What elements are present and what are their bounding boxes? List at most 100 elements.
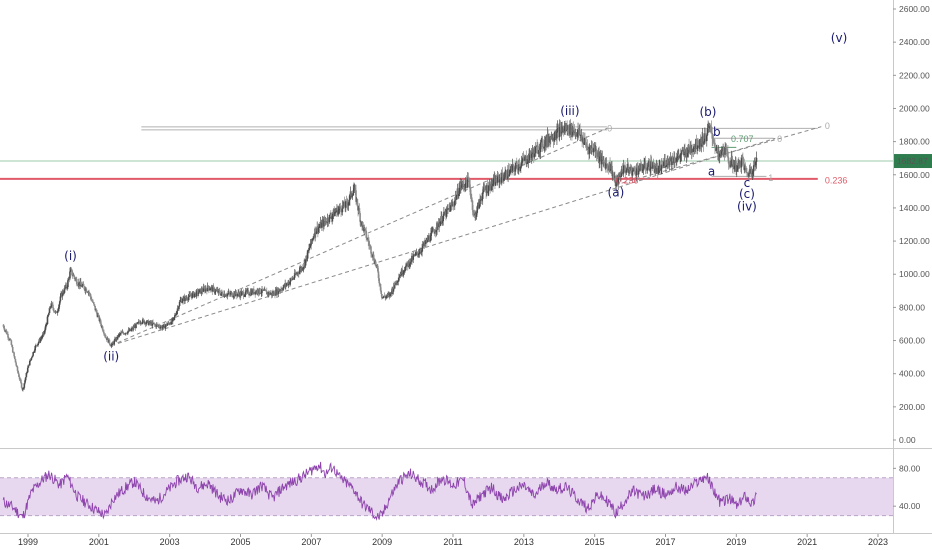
candle-body <box>704 133 707 139</box>
candle-body <box>101 326 104 331</box>
candle-body <box>315 228 317 234</box>
candle-body <box>702 135 705 145</box>
candle-body <box>464 178 467 189</box>
candle-body <box>395 280 397 285</box>
candle-body <box>55 311 58 313</box>
candle-body <box>20 382 23 388</box>
candle-body <box>439 221 442 226</box>
candle-body <box>526 163 528 164</box>
candle-body <box>358 207 361 214</box>
candle-body <box>22 388 24 390</box>
oscillator-line <box>2 461 757 521</box>
candle-body <box>445 208 448 217</box>
candle-body <box>532 149 534 153</box>
candle-body <box>483 187 486 190</box>
candle-body <box>26 367 29 373</box>
candle-body <box>334 212 336 217</box>
candle-body <box>260 292 263 294</box>
candle-body <box>686 153 689 157</box>
candle-body <box>458 187 461 194</box>
candle-body <box>522 157 525 160</box>
candle-body <box>421 247 423 252</box>
candle-body <box>404 266 407 271</box>
candle-body <box>452 203 455 206</box>
candle-body <box>277 289 280 294</box>
candle-body <box>705 135 708 141</box>
candle-body <box>551 134 553 140</box>
candle-body <box>599 156 601 162</box>
candle-body <box>20 379 22 383</box>
x-tick-label: 2015 <box>585 537 605 547</box>
candle-body <box>364 228 367 231</box>
candle-body <box>639 163 641 171</box>
candle-body <box>124 333 126 335</box>
candle-body <box>492 183 494 187</box>
candle-body <box>24 380 26 384</box>
candle-body <box>514 167 517 172</box>
candle-body <box>18 376 21 380</box>
candle-body <box>206 285 209 292</box>
candle-body <box>179 299 182 302</box>
candle-body <box>103 334 106 336</box>
y-tick-label: 800.00 <box>899 302 925 312</box>
candle-body <box>253 289 255 294</box>
candle-body <box>11 344 13 347</box>
candle-body <box>269 293 271 295</box>
candle-body <box>667 158 669 164</box>
candle-body <box>601 156 604 160</box>
x-tick-label: 2007 <box>301 537 321 547</box>
candle-body <box>505 171 508 179</box>
candle-body <box>346 201 348 205</box>
candle-body <box>583 142 585 145</box>
candle-body <box>434 232 437 233</box>
candle-body <box>603 162 606 164</box>
candle-body <box>520 162 523 167</box>
candle-body <box>89 293 92 297</box>
candle-body <box>612 173 615 176</box>
candle-body <box>709 124 711 127</box>
candle-body <box>236 294 239 296</box>
candle-body <box>693 148 695 149</box>
candle-body <box>524 157 526 161</box>
candle-body <box>727 157 730 164</box>
candle-body <box>325 221 327 223</box>
candle-body <box>119 333 122 335</box>
candle-body <box>684 149 686 152</box>
candle-body <box>162 324 165 328</box>
oscillator-pane[interactable] <box>0 461 893 521</box>
candle-body <box>174 314 177 316</box>
candle-body <box>635 174 637 176</box>
candle-body <box>696 148 699 150</box>
candle-body <box>96 312 98 317</box>
candle-body <box>509 169 511 175</box>
candle-body <box>208 287 210 291</box>
candle-body <box>343 201 346 207</box>
candle-body <box>91 300 94 302</box>
candlestick-series[interactable] <box>2 118 758 392</box>
candle-body <box>174 315 176 318</box>
candle-body <box>372 254 375 261</box>
candle-body <box>379 283 381 284</box>
wave-label: (iv) <box>737 199 757 213</box>
wave-label: c <box>744 176 751 190</box>
candle-body <box>665 166 667 167</box>
candle-body <box>73 276 76 280</box>
candle-body <box>167 322 169 325</box>
candle-body <box>225 295 228 297</box>
candle-body <box>228 292 231 294</box>
candle-body <box>473 212 475 214</box>
candle-body <box>708 124 711 129</box>
candle-body <box>279 290 282 292</box>
candle-body <box>13 356 16 359</box>
price-pane[interactable]: (i) (ii) (iii) (a) (b) b a c(c)(iv) (v) 0 0 0.236 0.… <box>0 31 893 392</box>
candle-body <box>453 200 456 206</box>
candle-body <box>453 205 455 206</box>
candle-body <box>67 278 70 281</box>
candle-body <box>338 208 340 211</box>
candle-body <box>293 272 296 278</box>
candle-body <box>626 169 628 171</box>
candle-body <box>365 230 368 238</box>
candle-body <box>321 222 323 228</box>
candle-body <box>467 177 470 180</box>
